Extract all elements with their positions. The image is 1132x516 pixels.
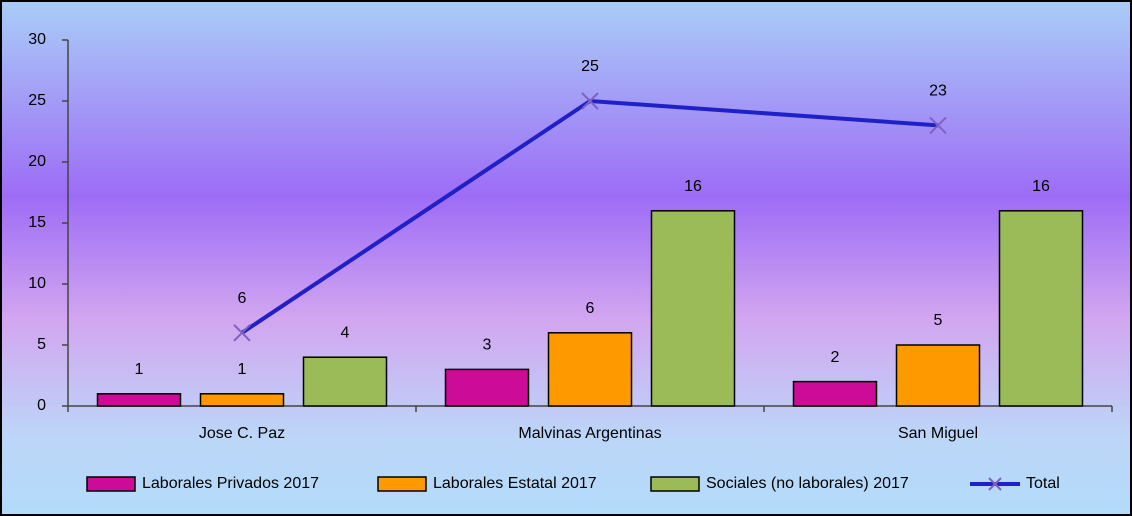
data-label: 6 bbox=[586, 300, 595, 317]
bar bbox=[650, 210, 736, 407]
x-tick-label: Jose C. Paz bbox=[199, 425, 285, 442]
data-label: 2 bbox=[831, 349, 840, 366]
bar bbox=[302, 356, 388, 407]
legend-label: Sociales (no laborales) 2017 bbox=[706, 475, 909, 492]
y-tick-label: 10 bbox=[28, 275, 46, 292]
x-tick-label: San Miguel bbox=[898, 425, 978, 442]
legend-swatch bbox=[86, 476, 136, 492]
marker bbox=[581, 92, 599, 110]
data-label: 4 bbox=[341, 324, 350, 341]
legend-label: Total bbox=[1026, 475, 1060, 492]
y-tick-label: 25 bbox=[28, 92, 46, 109]
marker bbox=[233, 324, 251, 342]
data-label: 3 bbox=[483, 337, 492, 354]
legend-swatch bbox=[377, 476, 427, 492]
data-label: 5 bbox=[934, 312, 943, 329]
bar bbox=[998, 210, 1084, 407]
y-tick-label: 0 bbox=[37, 397, 46, 414]
bar bbox=[444, 368, 530, 407]
data-label: 16 bbox=[1032, 178, 1050, 195]
y-tick-label: 15 bbox=[28, 214, 46, 231]
y-tick-label: 5 bbox=[37, 336, 46, 353]
y-tick-label: 30 bbox=[28, 31, 46, 48]
data-label: 6 bbox=[238, 290, 247, 307]
data-label: 23 bbox=[929, 83, 947, 100]
legend-swatch bbox=[650, 476, 700, 492]
bar bbox=[792, 380, 878, 407]
legend-swatch bbox=[988, 477, 1002, 491]
data-label: 1 bbox=[238, 361, 247, 378]
bar bbox=[96, 393, 182, 407]
data-label: 16 bbox=[684, 178, 702, 195]
data-label: 25 bbox=[581, 58, 599, 75]
y-tick-label: 20 bbox=[28, 153, 46, 170]
marker bbox=[929, 116, 947, 135]
legend-label: Laborales Privados 2017 bbox=[142, 475, 319, 492]
x-tick-label: Malvinas Argentinas bbox=[518, 425, 661, 442]
legend-label: Laborales Estatal 2017 bbox=[433, 475, 597, 492]
data-label: 1 bbox=[135, 361, 144, 378]
bar bbox=[547, 332, 633, 407]
bar bbox=[199, 393, 285, 407]
bar bbox=[895, 344, 981, 407]
